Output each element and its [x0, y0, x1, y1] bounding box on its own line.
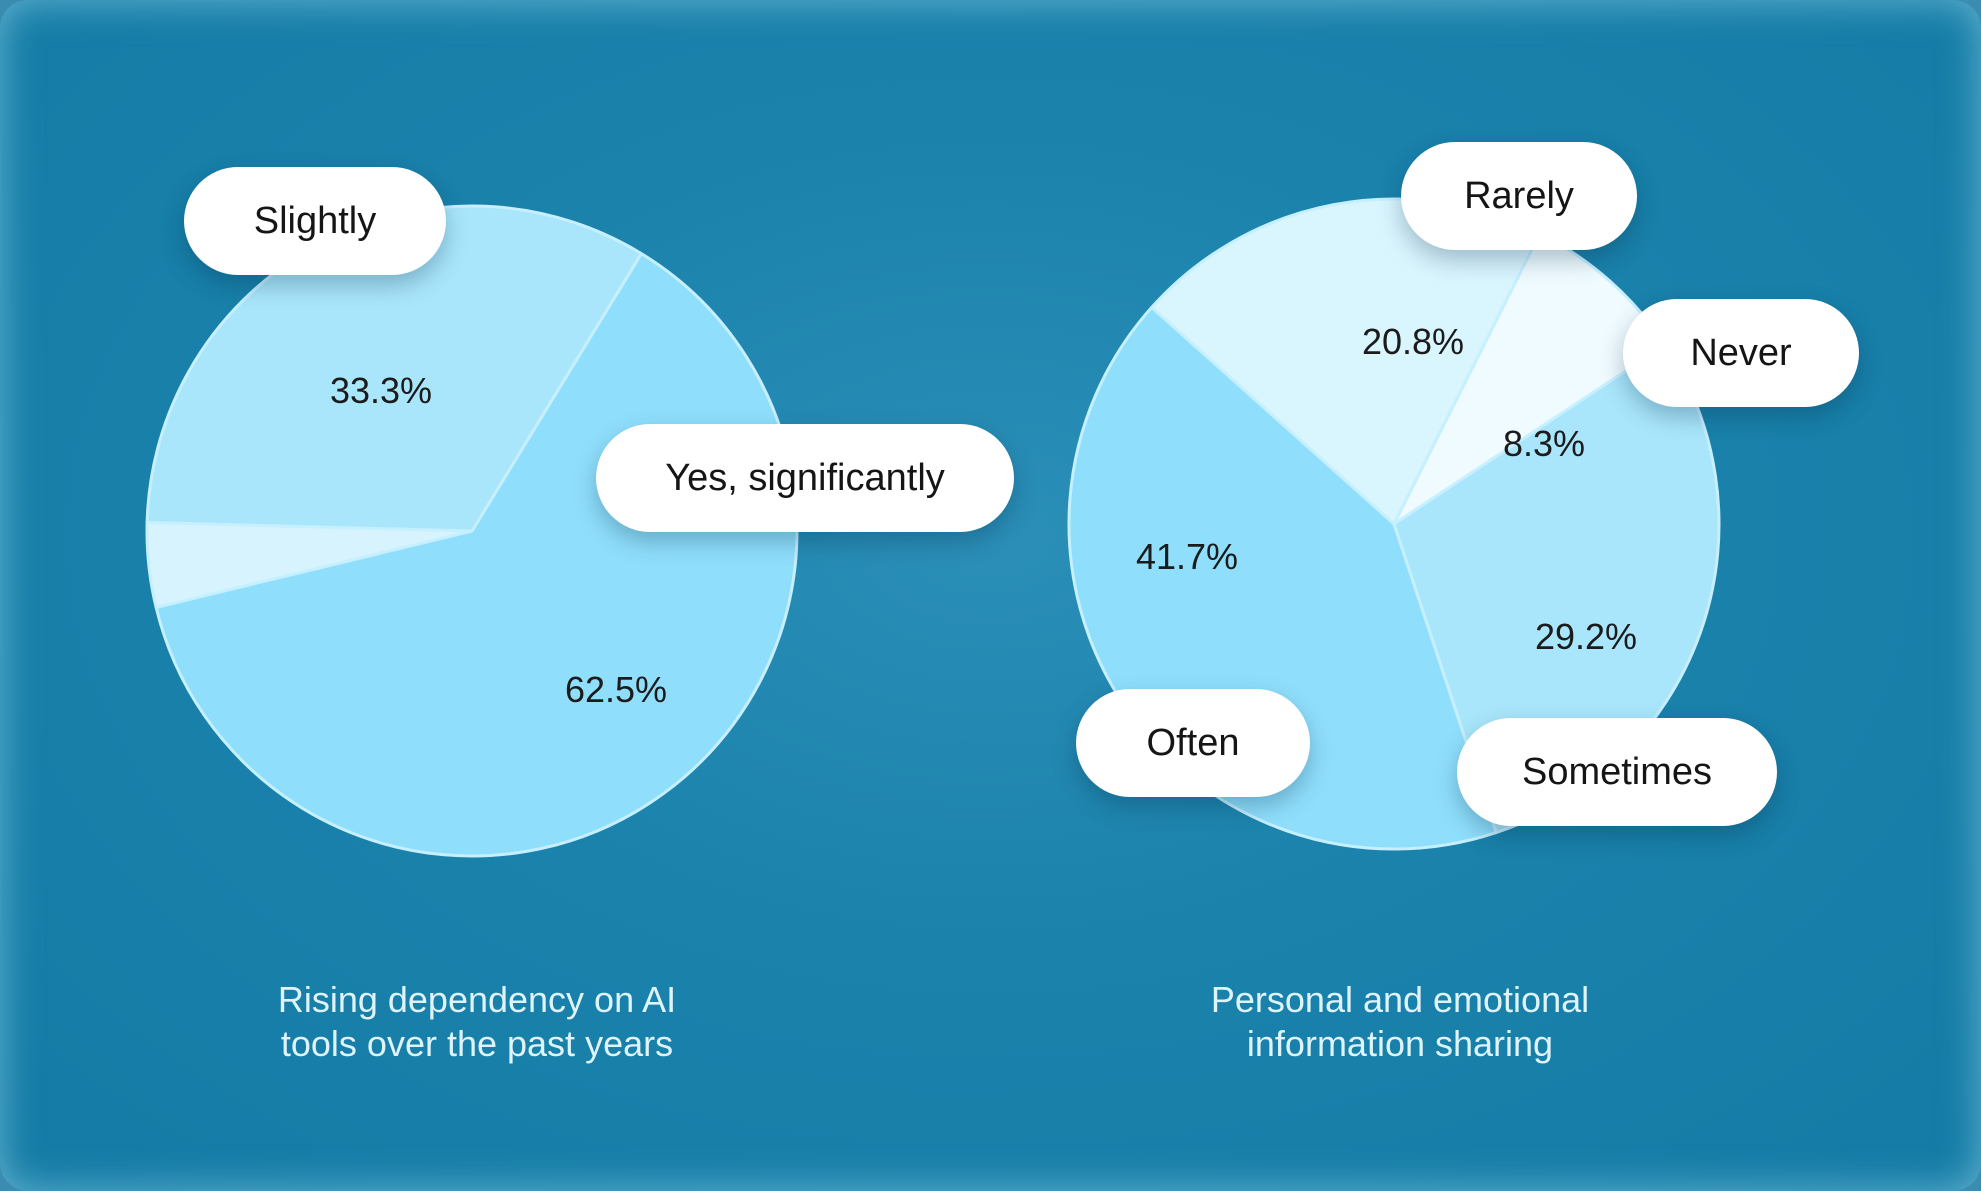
caption-left-line1: Rising dependency on AI: [277, 979, 677, 1020]
pill-often: Often: [1076, 689, 1310, 797]
caption-right-line2: information sharing: [1246, 1023, 1554, 1064]
pct-often: 41.7%: [1135, 536, 1239, 577]
pct-rarely: 20.8%: [1361, 321, 1465, 362]
caption-left-line2: tools over the past years: [280, 1023, 674, 1064]
pct-never: 8.3%: [1502, 423, 1586, 464]
pill-rarely: Rarely: [1401, 142, 1637, 250]
pct-slightly: 33.3%: [329, 370, 433, 411]
pie1-slice-yes-significantly: [154, 252, 799, 858]
caption-right-line1: Personal and emotional: [1210, 979, 1590, 1020]
caption-right: Personal and emotional information shari…: [1120, 978, 1680, 1066]
pill-sometimes: Sometimes: [1457, 718, 1777, 826]
pct-sometimes: 29.2%: [1534, 616, 1638, 657]
pill-slightly: Slightly: [184, 167, 446, 275]
pill-yes-significantly: Yes, significantly: [596, 424, 1014, 532]
pill-never: Never: [1623, 299, 1859, 407]
caption-left: Rising dependency on AI tools over the p…: [197, 978, 757, 1066]
pct-yes-significantly: 62.5%: [564, 669, 668, 710]
